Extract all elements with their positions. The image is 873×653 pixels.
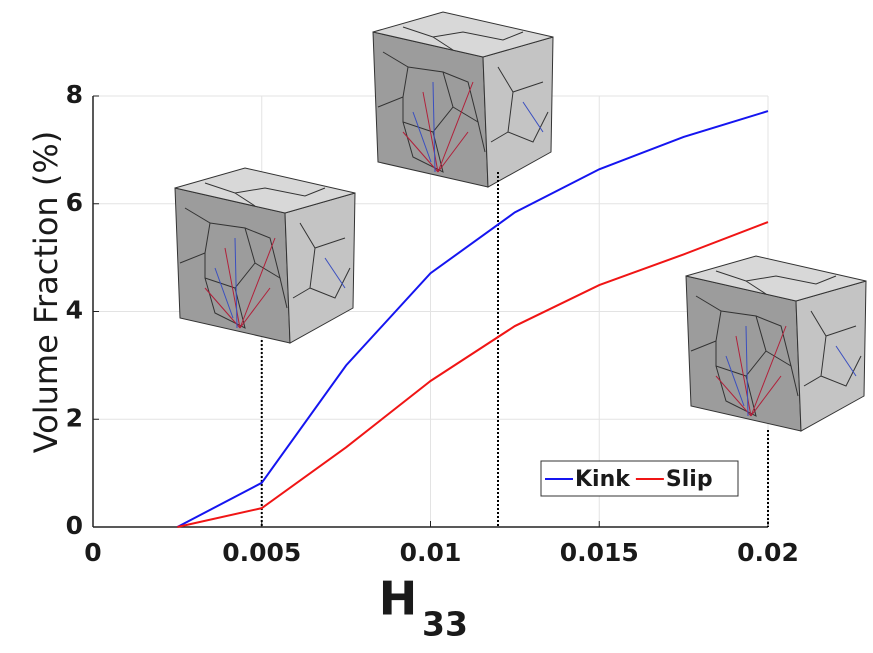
- y-tick-label: 2: [66, 403, 83, 432]
- microstructure-image: [685, 255, 867, 432]
- x-axis-label-subscript: 33: [422, 605, 468, 644]
- series-line: [177, 221, 769, 528]
- y-tick-label: 0: [66, 511, 83, 540]
- series-line: [176, 110, 769, 528]
- microstructure-image: [372, 11, 554, 188]
- x-tick-label: 0.015: [560, 538, 639, 567]
- y-axis-label: Volume Fraction (%): [27, 131, 65, 453]
- x-tick-label: 0: [84, 538, 101, 567]
- legend: Kink Slip: [540, 460, 739, 497]
- legend-label: Slip: [666, 467, 713, 492]
- y-tick-label: 4: [66, 296, 83, 325]
- y-tick-label: 6: [66, 188, 83, 217]
- x-tick-label: 0.02: [737, 538, 799, 567]
- microstructure-image: [174, 167, 356, 344]
- y-tick-label: 8: [66, 80, 83, 109]
- x-axis-label: H: [379, 572, 418, 626]
- x-tick-label: 0.01: [400, 538, 462, 567]
- legend-label: Kink: [575, 467, 631, 492]
- x-tick-label: 0.005: [222, 538, 301, 567]
